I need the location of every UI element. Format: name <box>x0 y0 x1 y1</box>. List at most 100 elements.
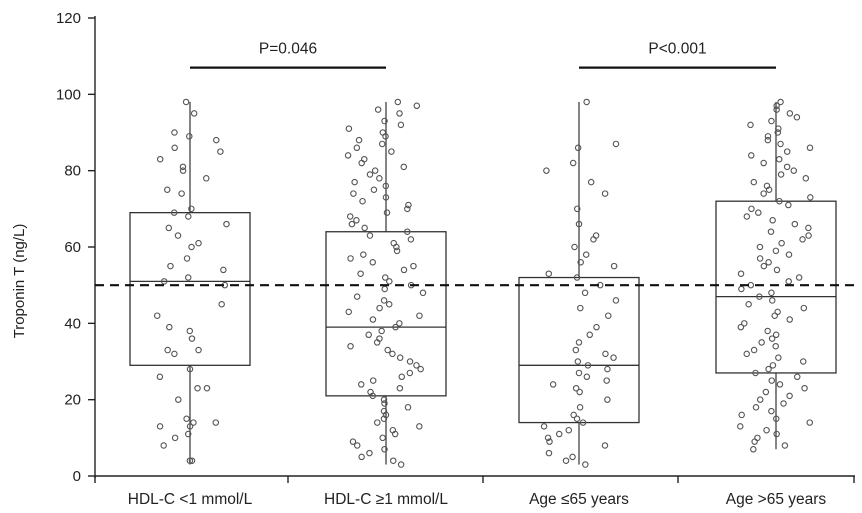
data-point <box>182 98 190 106</box>
p-value-label: P=0.046 <box>259 41 317 58</box>
data-point <box>543 167 550 174</box>
data-point <box>545 270 553 277</box>
data-point <box>361 155 368 163</box>
data-point <box>765 259 772 266</box>
data-point <box>610 262 618 270</box>
data-point <box>170 209 178 216</box>
data-point <box>188 243 195 251</box>
data-point <box>389 426 397 434</box>
data-point <box>546 438 553 445</box>
data-point <box>381 117 388 125</box>
data-point <box>747 121 754 129</box>
data-point <box>582 461 589 468</box>
y-tick-label: 0 <box>73 468 81 485</box>
data-point <box>366 449 373 457</box>
data-point <box>785 278 792 285</box>
data-point <box>184 430 192 438</box>
data-point <box>406 369 414 377</box>
data-point <box>381 400 388 407</box>
data-point <box>396 384 404 392</box>
data-point <box>795 274 803 281</box>
data-point <box>799 358 807 365</box>
data-point <box>346 213 354 220</box>
data-point <box>572 384 580 392</box>
data-point <box>793 113 801 121</box>
data-point <box>610 354 617 361</box>
data-point <box>562 457 570 464</box>
data-point <box>186 327 194 335</box>
y-tick-label: 60 <box>64 239 81 256</box>
data-point <box>778 239 785 247</box>
data-point <box>772 331 780 339</box>
data-point <box>612 140 620 148</box>
data-point <box>773 266 781 274</box>
data-point <box>381 274 389 281</box>
data-point <box>577 259 584 266</box>
box-group <box>518 101 640 465</box>
data-point <box>381 446 388 453</box>
data-point <box>738 411 745 419</box>
data-point <box>358 453 365 461</box>
data-point <box>737 270 745 277</box>
data-point <box>212 419 220 426</box>
data-point <box>774 129 782 136</box>
data-point <box>390 239 397 247</box>
box <box>325 231 447 397</box>
data-point <box>367 388 374 396</box>
data-point <box>218 300 225 308</box>
data-point <box>195 239 202 247</box>
data-point <box>359 197 366 205</box>
data-point <box>376 304 383 312</box>
data-point <box>773 415 780 422</box>
data-point <box>756 293 763 300</box>
data-point <box>776 381 784 388</box>
data-point <box>374 419 381 426</box>
data-point <box>220 266 227 274</box>
data-point <box>748 205 755 213</box>
data-point <box>756 255 764 262</box>
data-point <box>583 373 591 381</box>
x-axis: HDL-C <1 mmol/L HDL-C ≥1 mmol/L Age ≤65 ye… <box>94 475 855 508</box>
data-point <box>344 152 352 159</box>
data-point <box>406 358 414 365</box>
data-point <box>769 362 777 369</box>
data-point <box>179 163 187 171</box>
data-point <box>353 217 360 224</box>
data-point <box>380 297 388 304</box>
data-point <box>565 426 573 434</box>
data-point <box>776 197 783 205</box>
data-point <box>540 423 548 430</box>
data-point <box>190 419 197 426</box>
data-point <box>800 304 808 312</box>
x-category-label: Age ≤65 years <box>529 491 629 508</box>
data-point <box>777 140 784 148</box>
data-point <box>366 232 374 239</box>
box <box>715 200 837 374</box>
data-point <box>769 297 776 304</box>
data-point <box>153 312 161 319</box>
data-point <box>576 404 584 411</box>
data-point <box>772 247 780 255</box>
data-point <box>791 220 799 228</box>
data-point <box>156 373 164 381</box>
data-point <box>786 392 793 400</box>
data-point <box>751 438 758 445</box>
data-point <box>768 117 775 125</box>
data-point <box>183 255 191 262</box>
data-point <box>186 423 194 430</box>
data-point <box>164 346 171 354</box>
data-point <box>738 285 745 293</box>
data-point <box>583 98 590 106</box>
data-point <box>605 312 612 319</box>
data-point <box>574 358 582 365</box>
data-point <box>371 167 379 174</box>
data-point <box>389 457 397 464</box>
data-point <box>376 335 383 342</box>
data-point <box>575 369 583 377</box>
data-point <box>164 186 171 194</box>
data-point <box>773 102 780 110</box>
data-point <box>758 339 765 346</box>
data-point <box>393 247 401 255</box>
data-point <box>571 243 578 251</box>
data-point <box>783 148 791 155</box>
